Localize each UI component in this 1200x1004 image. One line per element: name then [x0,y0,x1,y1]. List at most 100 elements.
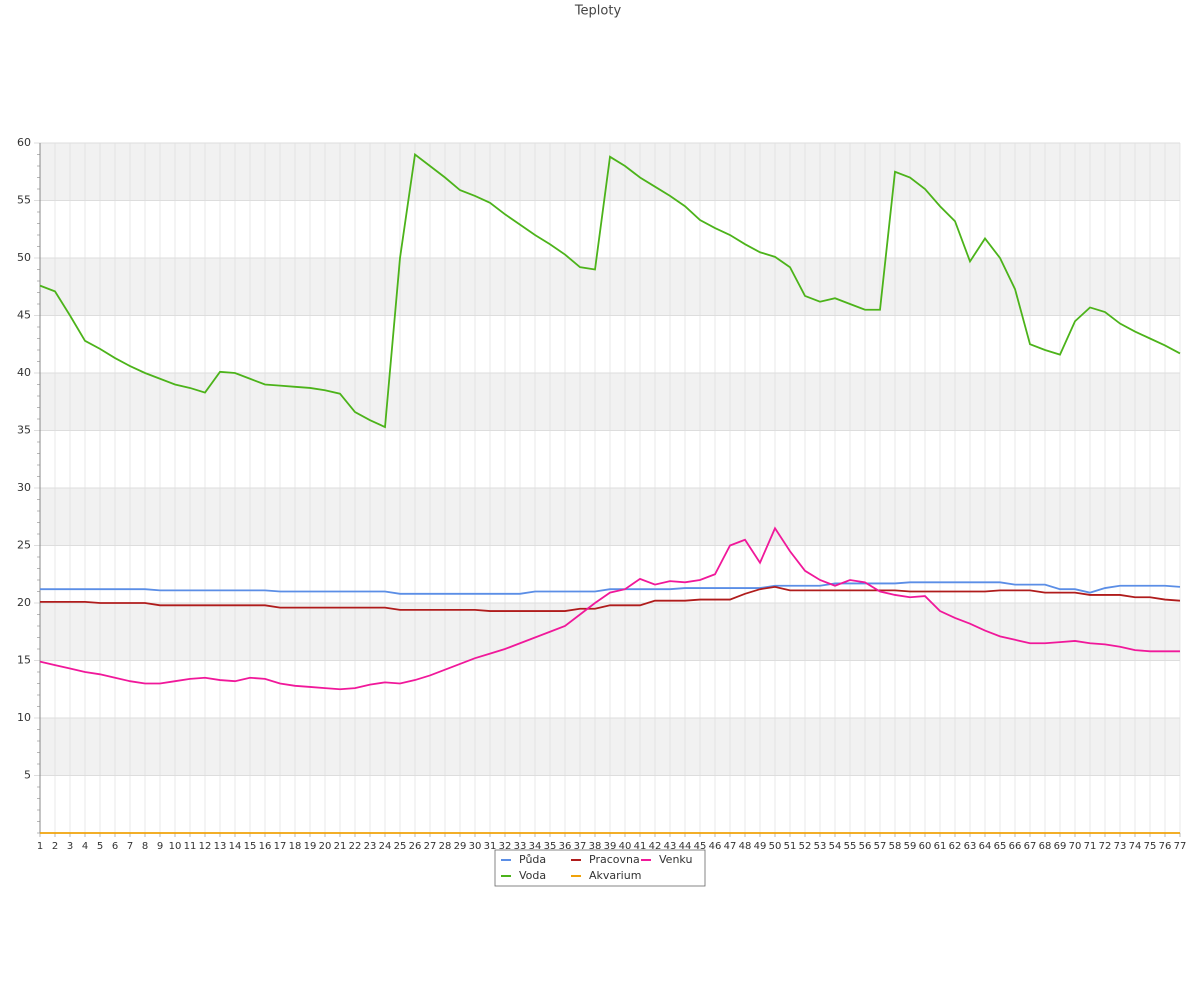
x-tick-label: 50 [769,841,782,852]
x-tick-label: 32 [499,841,512,852]
x-tick-label: 67 [1024,841,1037,852]
y-tick-label: 40 [17,366,31,379]
x-tick-label: 6 [112,841,118,852]
x-tick-label: 58 [889,841,902,852]
x-tick-label: 38 [589,841,602,852]
y-tick-label: 15 [17,654,31,667]
x-tick-label: 17 [274,841,287,852]
y-tick-label: 55 [17,194,31,207]
x-tick-label: 66 [1009,841,1022,852]
x-tick-label: 70 [1069,841,1082,852]
x-tick-label: 20 [319,841,332,852]
x-tick-label: 34 [529,841,542,852]
x-tick-label: 7 [127,841,133,852]
x-tick-label: 35 [544,841,557,852]
x-tick-label: 69 [1054,841,1067,852]
legend-label: Pracovna [589,853,640,866]
x-tick-label: 13 [214,841,227,852]
x-tick-label: 47 [724,841,737,852]
x-tick-label: 74 [1129,841,1142,852]
x-tick-label: 72 [1099,841,1112,852]
legend-box [494,849,706,887]
x-tick-label: 68 [1039,841,1052,852]
chart-title: Teploty [574,4,622,19]
x-tick-label: 22 [349,841,362,852]
x-tick-label: 29 [454,841,467,852]
x-tick-label: 62 [949,841,962,852]
x-tick-label: 73 [1114,841,1127,852]
x-tick-label: 45 [694,841,707,852]
x-tick-label: 64 [979,841,992,852]
x-tick-label: 27 [424,841,437,852]
x-tick-label: 56 [859,841,872,852]
x-tick-label: 10 [169,841,182,852]
x-tick-label: 28 [439,841,452,852]
x-tick-label: 37 [574,841,587,852]
x-tick-label: 36 [559,841,572,852]
x-tick-label: 52 [799,841,812,852]
x-tick-label: 53 [814,841,827,852]
x-tick-label: 4 [82,841,88,852]
x-tick-label: 51 [784,841,797,852]
x-tick-label: 75 [1144,841,1157,852]
x-tick-label: 57 [874,841,887,852]
x-tick-label: 25 [394,841,407,852]
x-tick-label: 46 [709,841,722,852]
x-tick-label: 12 [199,841,212,852]
x-tick-label: 55 [844,841,857,852]
x-tick-label: 1 [37,841,43,852]
x-tick-label: 63 [964,841,977,852]
x-tick-label: 11 [184,841,197,852]
legend: Půda Voda Pracovna Akvarium Venku [494,849,706,887]
y-tick-label: 30 [17,481,31,494]
y-tick-label: 5 [24,769,31,782]
series-line [40,585,1181,612]
y-tick-label: 60 [17,136,31,149]
x-tick-label: 19 [304,841,317,852]
series-line [40,581,1181,595]
legend-label: Akvarium [589,869,641,882]
y-tick-label: 35 [17,424,31,437]
y-tick-label: 25 [17,539,31,552]
x-tick-label: 14 [229,841,242,852]
y-tick-label: 20 [17,596,31,609]
x-tick-label: 30 [469,841,482,852]
x-tick-label: 54 [829,841,842,852]
x-tick-label: 23 [364,841,377,852]
x-tick-label: 15 [244,841,257,852]
x-tick-label: 16 [259,841,272,852]
x-tick-label: 61 [934,841,947,852]
x-tick-label: 33 [514,841,527,852]
x-tick-label: 8 [142,841,148,852]
x-tick-label: 44 [679,841,692,852]
x-tick-label: 40 [619,841,632,852]
x-tick-label: 18 [289,841,302,852]
x-tick-label: 24 [379,841,392,852]
x-tick-label: 9 [157,841,163,852]
x-tick-label: 3 [67,841,73,852]
x-tick-label: 42 [649,841,662,852]
x-tick-label: 21 [334,841,347,852]
x-tick-label: 77 [1174,841,1187,852]
x-tick-label: 76 [1159,841,1172,852]
x-tick-label: 71 [1084,841,1097,852]
x-tick-label: 26 [409,841,422,852]
y-tick-label: 10 [17,711,31,724]
y-tick-label: 45 [17,309,31,322]
x-tick-label: 39 [604,841,617,852]
series-line [39,526,1180,691]
series-line [39,152,1181,429]
y-tick-label: 50 [17,251,31,264]
x-tick-label: 60 [919,841,932,852]
x-tick-label: 5 [97,841,103,852]
x-tick-label: 48 [739,841,752,852]
x-tick-label: 59 [904,841,917,852]
legend-label: Voda [519,869,546,882]
x-tick-label: 2 [52,841,58,852]
x-tick-label: 65 [994,841,1007,852]
x-tick-label: 49 [754,841,767,852]
legend-label: Půda [519,853,546,866]
x-tick-label: 41 [634,841,647,852]
x-tick-label: 31 [484,841,497,852]
x-tick-label: 43 [664,841,677,852]
